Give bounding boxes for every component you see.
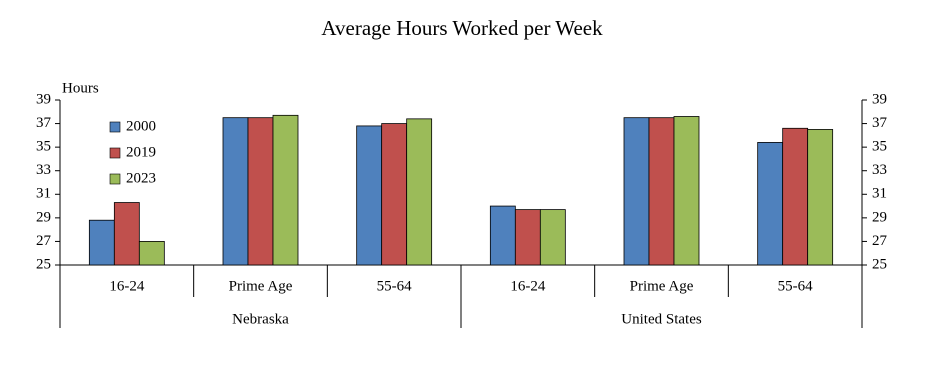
bar (539, 209, 566, 266)
bar (381, 123, 408, 266)
bar (757, 142, 784, 266)
bar (356, 125, 383, 266)
y-axis-label: Hours (62, 80, 99, 96)
y2-tick-label: 25 (872, 256, 887, 272)
y2-tick-label: 35 (872, 139, 887, 155)
legend-label: 2023 (126, 170, 156, 186)
y2-tick-label: 37 (872, 115, 888, 131)
y2-tick-label: 29 (872, 209, 887, 225)
bar (673, 116, 700, 266)
bar (514, 209, 541, 266)
legend-label: 2000 (126, 118, 156, 134)
bar (247, 117, 274, 266)
bar (623, 117, 650, 266)
y-tick-label: 33 (36, 162, 51, 178)
y-tick-label: 35 (36, 139, 51, 155)
y2-tick-label: 27 (872, 233, 888, 249)
x-tick-label: Prime Age (229, 278, 293, 294)
y-tick-label: 29 (36, 209, 51, 225)
bar (807, 129, 834, 266)
y-tick-label: 37 (36, 115, 52, 131)
y2-tick-label: 39 (872, 91, 887, 107)
x-tick-label: Prime Age (630, 278, 694, 294)
bar (113, 202, 140, 266)
x-tick-label: 16-24 (510, 278, 545, 294)
y2-tick-label: 33 (872, 162, 887, 178)
legend-swatch (109, 147, 121, 159)
y-tick-label: 27 (36, 233, 52, 249)
bar (406, 118, 433, 266)
y-tick-label: 39 (36, 91, 51, 107)
group-label: Nebraska (232, 311, 289, 327)
group-label: United States (621, 311, 702, 327)
bar (489, 205, 516, 266)
legend-swatch (109, 121, 121, 133)
bar (88, 219, 115, 266)
y-tick-label: 25 (36, 256, 51, 272)
legend-swatch (109, 173, 121, 185)
chart-title: Average Hours Worked per Week (321, 16, 603, 40)
y-tick-label: 31 (36, 186, 51, 202)
bar (138, 241, 165, 266)
y2-tick-label: 31 (872, 186, 887, 202)
bar (272, 114, 299, 266)
bar (222, 117, 249, 266)
x-tick-label: 55-64 (377, 278, 412, 294)
x-tick-label: 16-24 (109, 278, 144, 294)
bar (782, 127, 809, 266)
bar (648, 117, 675, 266)
x-tick-label: 55-64 (778, 278, 813, 294)
legend-label: 2019 (126, 144, 156, 160)
